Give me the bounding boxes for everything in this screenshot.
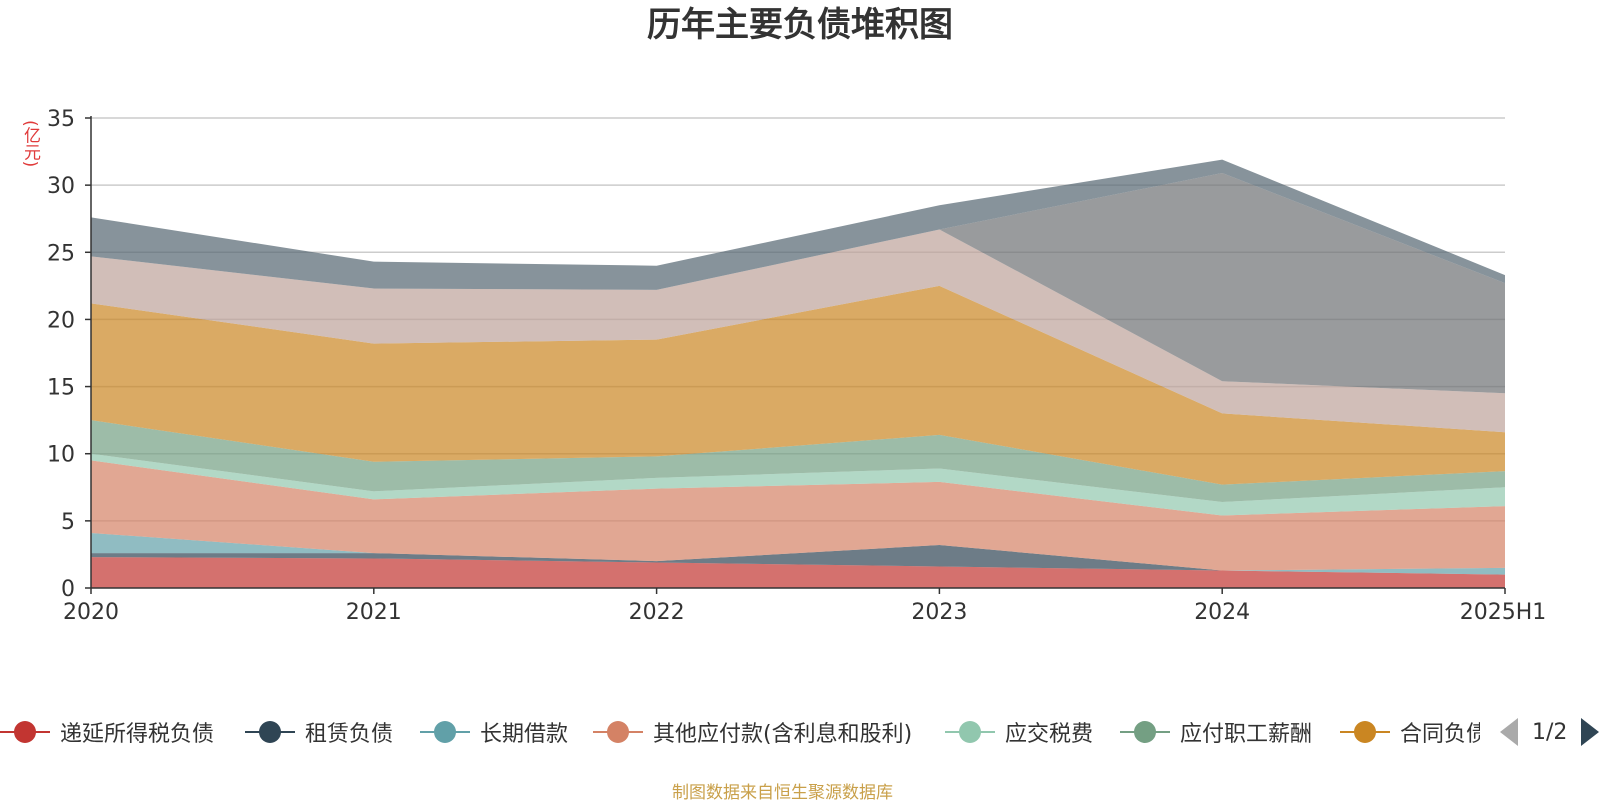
y-tick-label: 5 — [61, 510, 75, 535]
legend-swatch-icon — [593, 720, 643, 744]
legend-label: 应付职工薪酬 — [1180, 722, 1313, 747]
y-tick-label: 25 — [47, 241, 75, 266]
legend-swatch-icon — [1340, 720, 1390, 744]
axes: 0 5 10 15 20 25 30 35 2020 2021 2022 2023 2024 2025H1 — [47, 107, 1546, 625]
legend-item[interactable]: 递延所得税负债 — [0, 712, 214, 752]
legend-label: 长期借款 — [480, 722, 569, 747]
legend-item[interactable]: 应付职工薪酬 — [1120, 712, 1312, 752]
x-tick-label: 2025H1 — [1460, 600, 1547, 625]
y-tick-label: 0 — [61, 577, 75, 602]
legend-swatch-icon — [420, 720, 470, 744]
area-series-递延所得税负债[interactable] — [91, 557, 1505, 588]
legend-label: 其他应付款(含利息和股利) — [653, 722, 913, 747]
legend-prev-arrow-icon[interactable] — [1500, 718, 1518, 746]
legend-swatch-icon — [1120, 720, 1170, 744]
legend-next-arrow-icon[interactable] — [1581, 718, 1600, 746]
x-tick-label: 2020 — [63, 600, 119, 625]
chart-title: 历年主要负债堆积图 — [647, 5, 953, 45]
legend-item[interactable]: 其他应付款(含利息和股利) — [593, 712, 912, 752]
area-series-应交税费[interactable] — [91, 453, 1505, 516]
area-series — [91, 159, 1505, 588]
legend-page-indicator: 1/2 — [1532, 719, 1568, 745]
x-tick-label: 2024 — [1194, 600, 1250, 625]
legend-item[interactable]: 应交税费 — [945, 712, 1093, 752]
legend-swatch-icon — [245, 720, 295, 744]
y-tick-label: 30 — [47, 174, 75, 199]
area-series-应付职工薪酬[interactable] — [91, 420, 1505, 503]
area-series-应付票据[interactable] — [91, 173, 1505, 394]
legend-label: 递延所得税负债 — [60, 722, 215, 747]
legend: 递延所得税负债 租赁负债 长期借款 其他应付款(含利息和股利) 应交税费 应付职工薪酬 合同… — [0, 712, 1480, 752]
y-tick-label: 15 — [47, 376, 75, 401]
x-tick-label: 2022 — [629, 600, 685, 625]
area-series-租赁负债[interactable] — [91, 545, 1505, 575]
area-series-长期借款[interactable] — [91, 532, 1505, 575]
y-axis-unit: (亿元) — [20, 120, 40, 168]
legend-label: 租赁负债 — [305, 722, 394, 747]
legend-item[interactable]: 长期借款 — [420, 712, 568, 752]
x-tick-label: 2023 — [911, 600, 967, 625]
legend-item[interactable]: 合同负债 — [1340, 712, 1480, 752]
area-series-应付账款[interactable] — [91, 229, 1505, 433]
legend-item[interactable]: 租赁负债 — [245, 712, 393, 752]
legend-swatch-icon — [0, 720, 50, 744]
area-series-其他应付款(含利息和股利)[interactable] — [91, 460, 1505, 571]
legend-swatch-icon — [945, 720, 995, 744]
area-series-合同负债[interactable] — [91, 285, 1505, 485]
y-tick-label: 35 — [47, 107, 75, 132]
y-tick-label: 20 — [47, 308, 75, 333]
data-source-note: 制图数据来自恒生聚源数据库 — [672, 783, 893, 803]
legend-label: 应交税费 — [1005, 722, 1094, 747]
y-tick-label: 10 — [47, 443, 75, 468]
legend-pager: 1/2 — [1500, 712, 1600, 752]
x-tick-label: 2021 — [346, 600, 402, 625]
legend-label: 合同负债 — [1400, 722, 1480, 747]
stacked-area-chart: 0 5 10 15 20 25 30 35 2020 2021 2022 2023 2024 2025H1 — [47, 107, 1546, 625]
